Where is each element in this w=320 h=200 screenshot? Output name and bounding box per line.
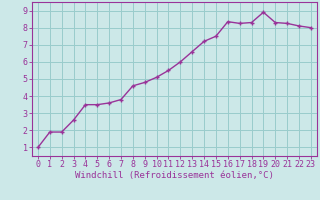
X-axis label: Windchill (Refroidissement éolien,°C): Windchill (Refroidissement éolien,°C) (75, 171, 274, 180)
